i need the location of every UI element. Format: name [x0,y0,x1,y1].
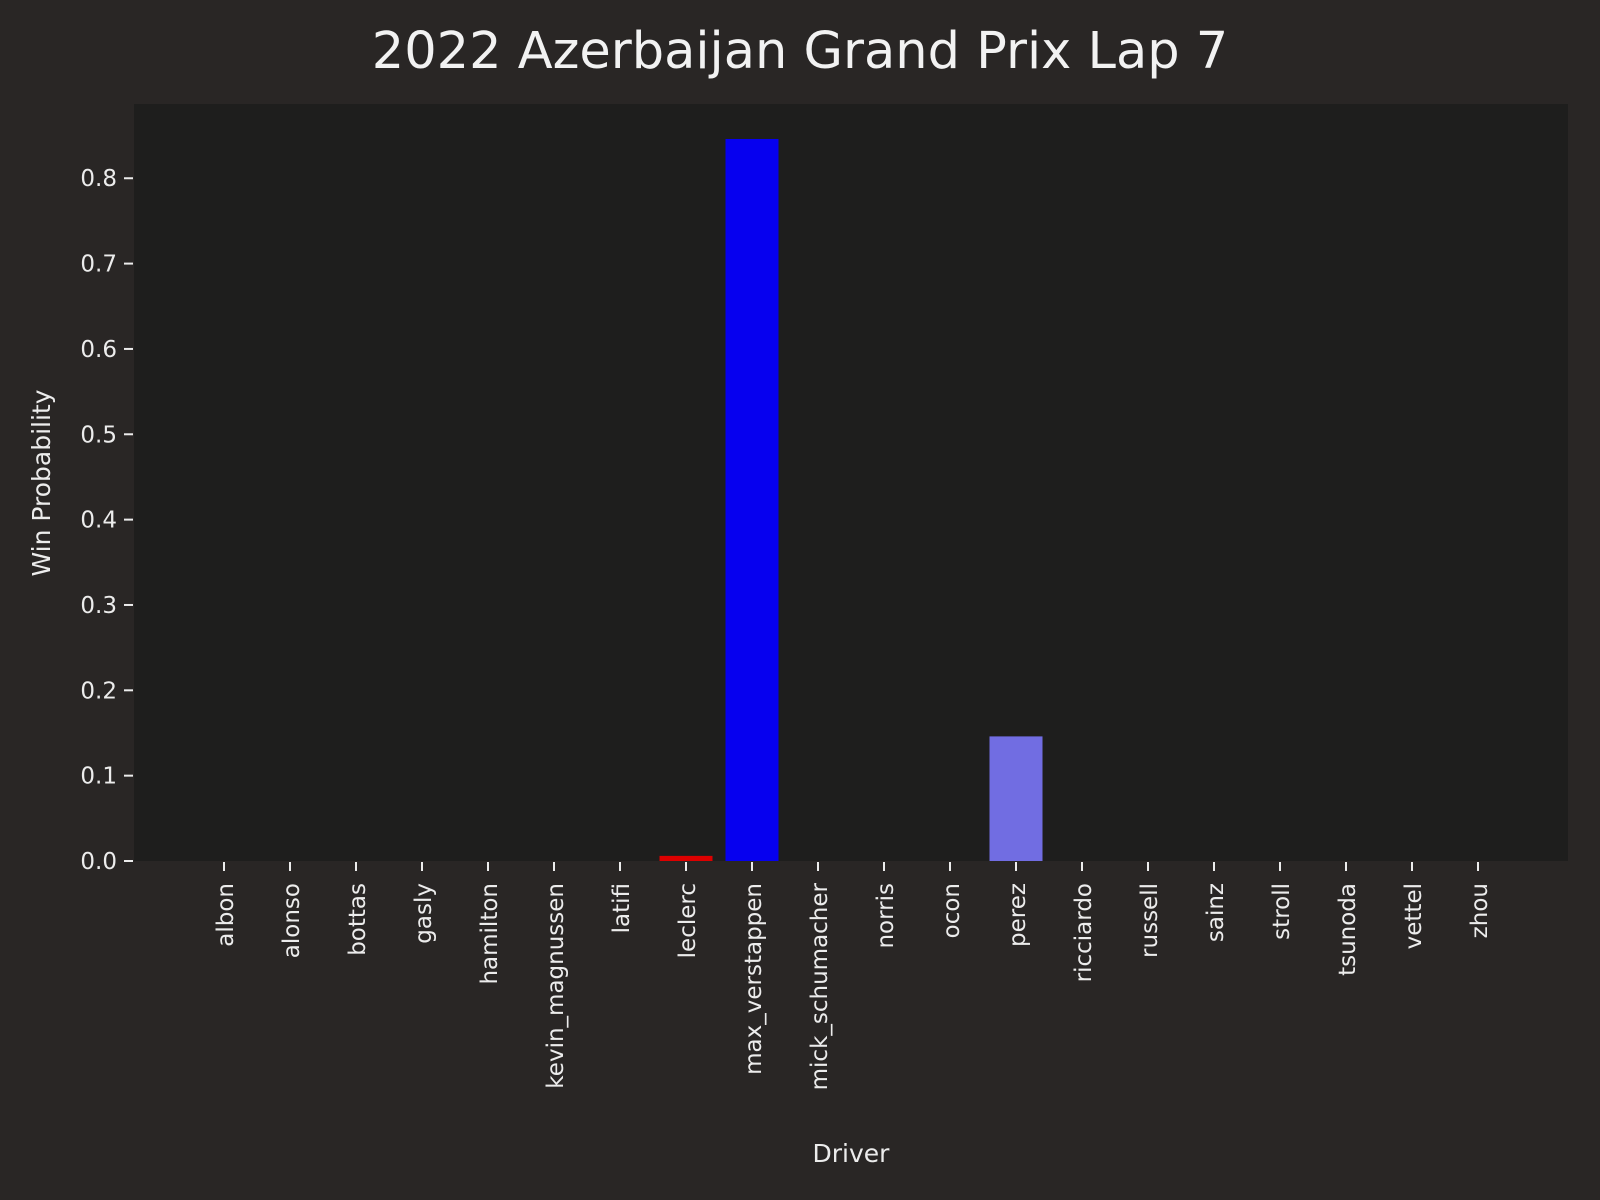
y-axis: 0.0 0.1 0.2 0.3 0.4 0.5 0.6 0.7 0.8 [80,166,133,875]
x-tick-label: norris [873,883,899,949]
x-tick-label: stroll [1269,883,1295,940]
y-tick-label: 0.6 [80,337,117,363]
y-tick-label: 0.1 [80,764,117,790]
plot-area [134,104,1568,861]
y-tick-label: 0.4 [80,508,117,534]
bar-perez [989,736,1043,861]
x-tick-label: tsunoda [1335,883,1361,976]
bar-max-verstappen [725,138,779,862]
y-tick-label: 0.3 [80,593,117,619]
x-tick-label: ricciardo [1071,883,1097,982]
y-tick-label: 0.7 [80,252,117,278]
x-tick-label: bottas [345,883,371,956]
x-tick-label: perez [1005,883,1031,947]
bar-leclerc [659,855,713,861]
x-tick-label: russell [1137,883,1163,958]
x-tick-label: zhou [1467,883,1493,938]
y-tick-label: 0.5 [80,422,117,448]
x-tick-label: ocon [939,883,965,938]
x-tick-label: hamilton [477,883,503,985]
y-tick-label: 0.2 [80,678,117,704]
bars-group [659,138,1043,862]
x-tick-label: mick_schumacher [807,882,833,1090]
x-axis-label: Driver [813,1139,891,1168]
x-tick-label: max_verstappen [741,883,767,1075]
y-tick-label: 0.8 [80,166,117,192]
y-tick-label: 0.0 [80,849,117,875]
x-tick-label: albon [213,883,239,947]
x-tick-label: gasly [411,883,437,944]
x-tick-label: kevin_magnussen [543,883,569,1089]
x-axis: albon alonso bottas gasly hamilton kevin_magn… [213,862,1493,1090]
chart-title: 2022 Azerbaijan Grand Prix Lap 7 [371,22,1229,81]
x-tick-label: leclerc [675,883,701,958]
x-tick-label: latifi [609,883,635,933]
x-tick-label: alonso [279,883,305,958]
x-tick-label: sainz [1203,883,1229,942]
y-axis-label: Win Probability [27,389,56,576]
x-tick-label: vettel [1401,883,1427,949]
